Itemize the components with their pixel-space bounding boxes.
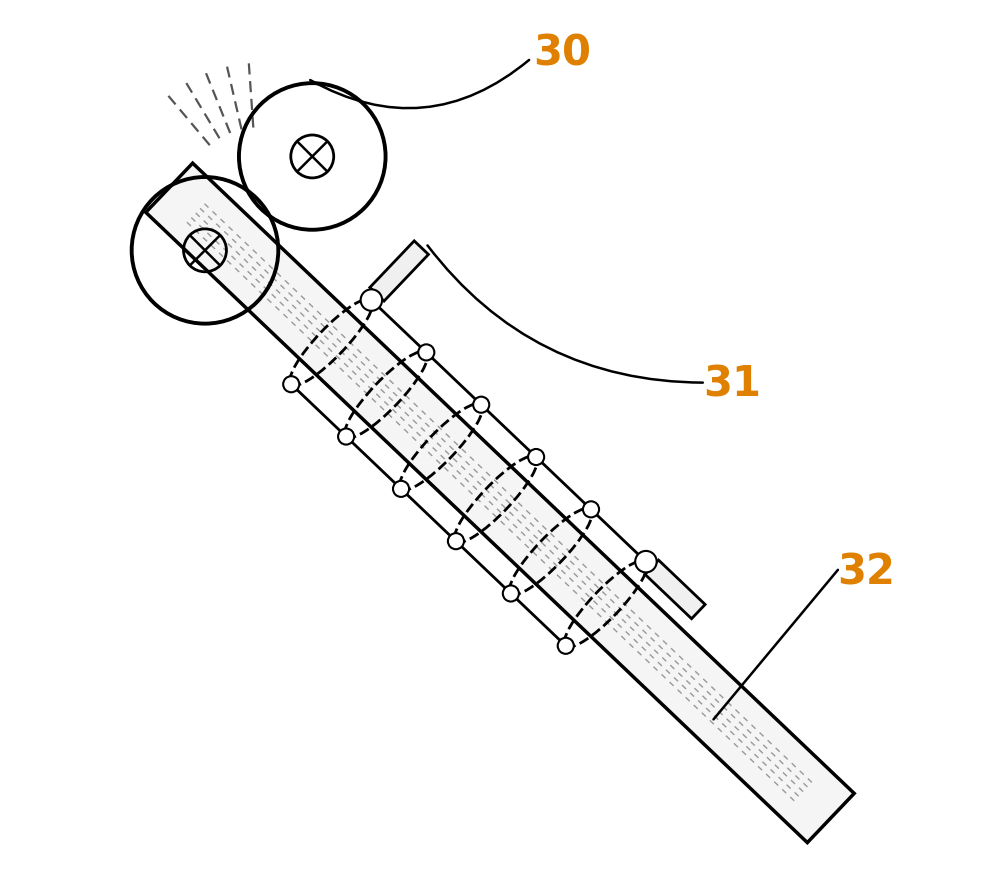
Circle shape [363,292,379,308]
Circle shape [583,502,599,518]
Circle shape [503,586,519,602]
Circle shape [448,533,464,549]
Circle shape [638,553,654,569]
Circle shape [473,397,489,413]
Text: 31: 31 [703,364,761,405]
Circle shape [635,551,657,572]
Polygon shape [645,560,705,619]
Text: 32: 32 [838,552,895,593]
Text: 30: 30 [534,33,592,74]
Polygon shape [146,163,854,843]
Circle shape [283,376,299,392]
Circle shape [393,481,409,497]
Circle shape [558,637,574,654]
Circle shape [528,449,544,465]
Circle shape [418,344,434,360]
Circle shape [338,428,354,444]
Polygon shape [370,240,428,301]
Circle shape [361,290,382,311]
